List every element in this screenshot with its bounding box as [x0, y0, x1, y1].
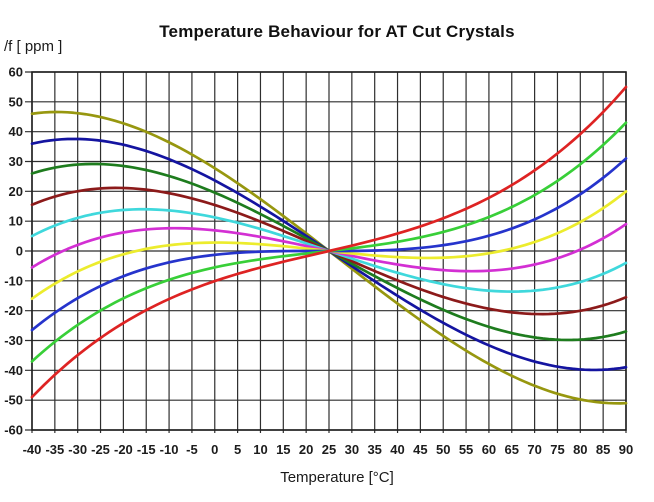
y-tick-label: -60 — [4, 423, 23, 438]
x-tick-label: 50 — [436, 442, 450, 457]
x-tick-label: 45 — [413, 442, 427, 457]
x-tick-label: -15 — [137, 442, 156, 457]
x-tick-label: 30 — [345, 442, 359, 457]
x-tick-label: 75 — [550, 442, 564, 457]
y-tick-label: 0 — [16, 244, 23, 259]
x-tick-label: 10 — [253, 442, 267, 457]
y-tick-label: -40 — [4, 363, 23, 378]
plot-frame — [31, 71, 627, 431]
x-tick-label: 60 — [482, 442, 496, 457]
y-tick-label: -20 — [4, 303, 23, 318]
x-tick-label: -10 — [160, 442, 179, 457]
x-tick-label: 25 — [322, 442, 336, 457]
x-tick-label: 85 — [596, 442, 610, 457]
x-tick-label: 80 — [573, 442, 587, 457]
x-tick-label: 0 — [211, 442, 218, 457]
x-tick-label: 15 — [276, 442, 290, 457]
x-tick-label: -30 — [68, 442, 87, 457]
y-tick-label: 60 — [9, 65, 23, 80]
y-tick-label: -10 — [4, 273, 23, 288]
x-tick-label: 90 — [619, 442, 633, 457]
y-tick-label: 20 — [9, 184, 23, 199]
y-tick-label: -50 — [4, 393, 23, 408]
y-tick-label: 50 — [9, 94, 23, 109]
x-axis-label: Temperature [°C] — [280, 469, 394, 486]
chart-title: Temperature Behaviour for AT Cut Crystal… — [159, 22, 515, 41]
y-tick-label: 10 — [9, 214, 23, 229]
y-tick-label: -30 — [4, 333, 23, 348]
x-tick-label: 70 — [527, 442, 541, 457]
x-tick-label: -25 — [91, 442, 110, 457]
x-tick-label: 65 — [505, 442, 519, 457]
y-axis-label: /f [ ppm ] — [4, 38, 63, 55]
x-tick-label: 55 — [459, 442, 473, 457]
x-tick-label: 20 — [299, 442, 313, 457]
y-tick-label: 40 — [9, 124, 23, 139]
x-tick-label: -35 — [45, 442, 64, 457]
x-tick-label: -40 — [23, 442, 42, 457]
x-tick-label: 35 — [367, 442, 381, 457]
x-tick-label: 5 — [234, 442, 241, 457]
y-tick-label: 30 — [9, 154, 23, 169]
x-tick-label: -20 — [114, 442, 133, 457]
x-tick-label: 40 — [390, 442, 404, 457]
x-tick-label: -5 — [186, 442, 198, 457]
curve-red — [30, 85, 628, 399]
